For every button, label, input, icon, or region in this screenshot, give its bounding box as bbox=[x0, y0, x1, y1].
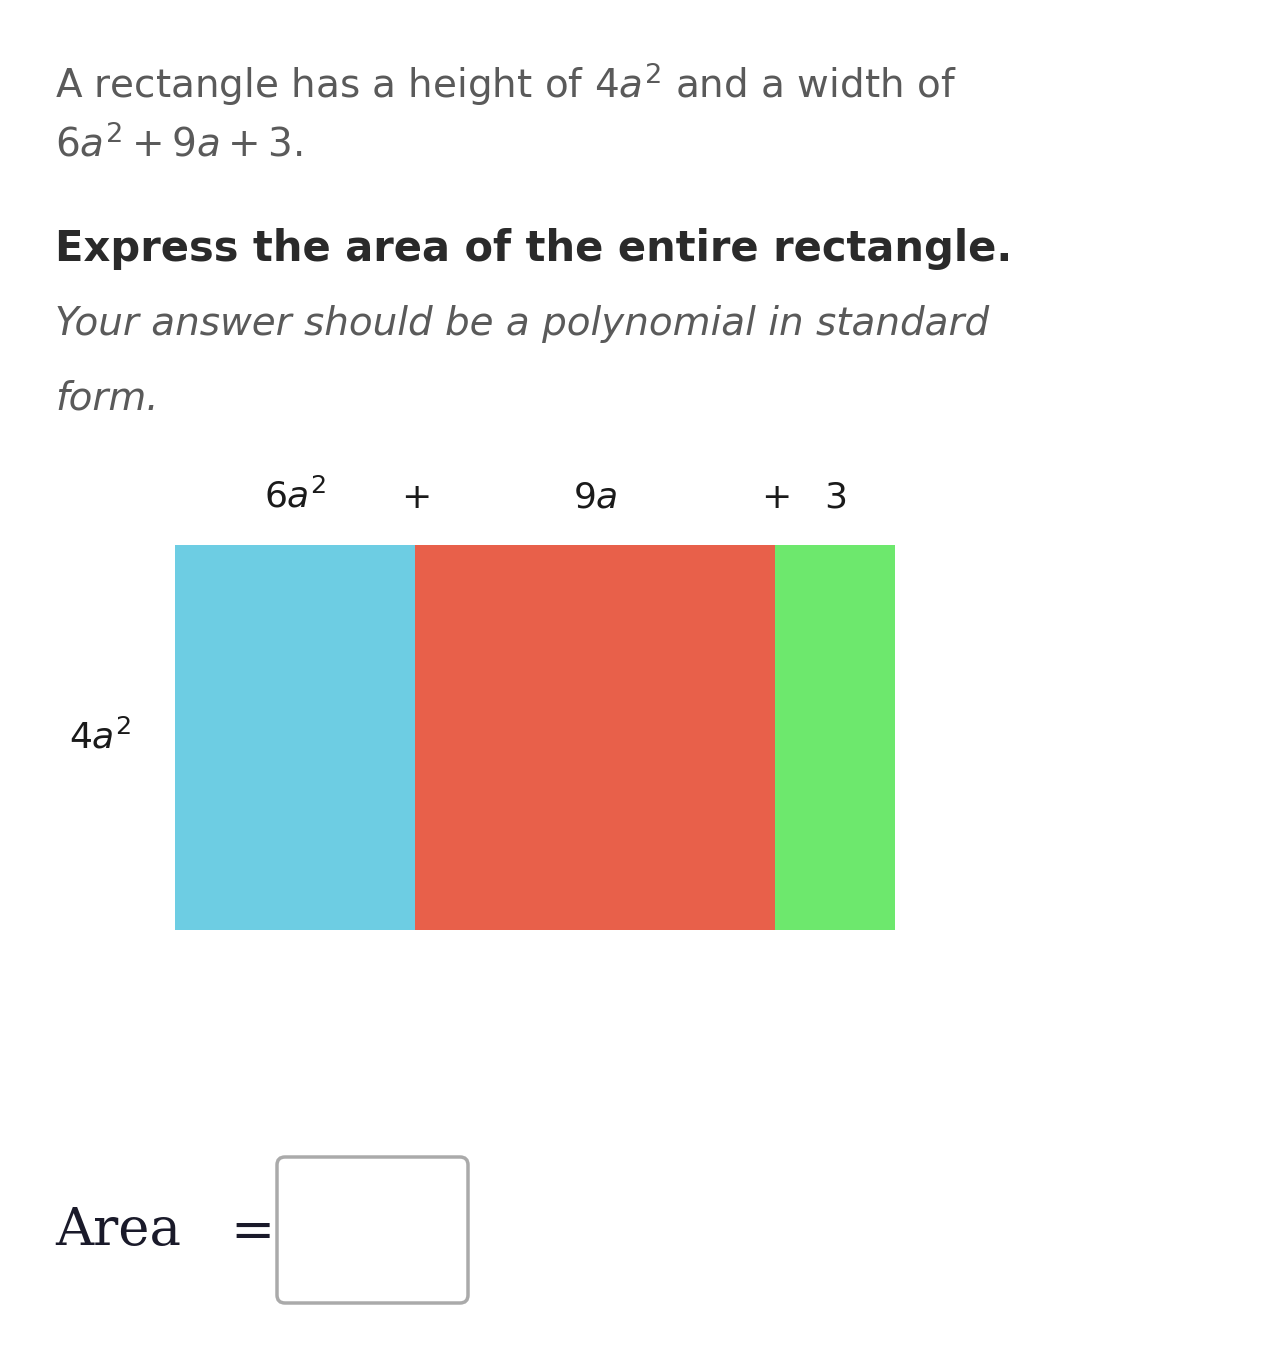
Text: $=$: $=$ bbox=[220, 1204, 271, 1256]
Text: form.: form. bbox=[55, 380, 159, 418]
Text: $6a^2 + 9a + 3$.: $6a^2 + 9a + 3$. bbox=[55, 125, 303, 164]
Text: $4a^2$: $4a^2$ bbox=[69, 720, 131, 755]
Text: $9a$: $9a$ bbox=[573, 481, 618, 515]
Text: $3$: $3$ bbox=[824, 481, 846, 515]
Text: $+$: $+$ bbox=[401, 481, 429, 515]
FancyBboxPatch shape bbox=[277, 1157, 467, 1303]
Text: $+$: $+$ bbox=[760, 481, 790, 515]
Text: Your answer should be a polynomial in standard: Your answer should be a polynomial in st… bbox=[55, 305, 989, 343]
Text: Area: Area bbox=[55, 1204, 181, 1256]
Text: A rectangle has a height of $4a^2$ and a width of: A rectangle has a height of $4a^2$ and a… bbox=[55, 60, 957, 107]
Text: $6a^2$: $6a^2$ bbox=[263, 479, 326, 515]
Bar bbox=[175, 545, 415, 930]
Bar bbox=[776, 545, 895, 930]
Text: Express the area of the entire rectangle.: Express the area of the entire rectangle… bbox=[55, 228, 1012, 270]
Bar bbox=[415, 545, 776, 930]
